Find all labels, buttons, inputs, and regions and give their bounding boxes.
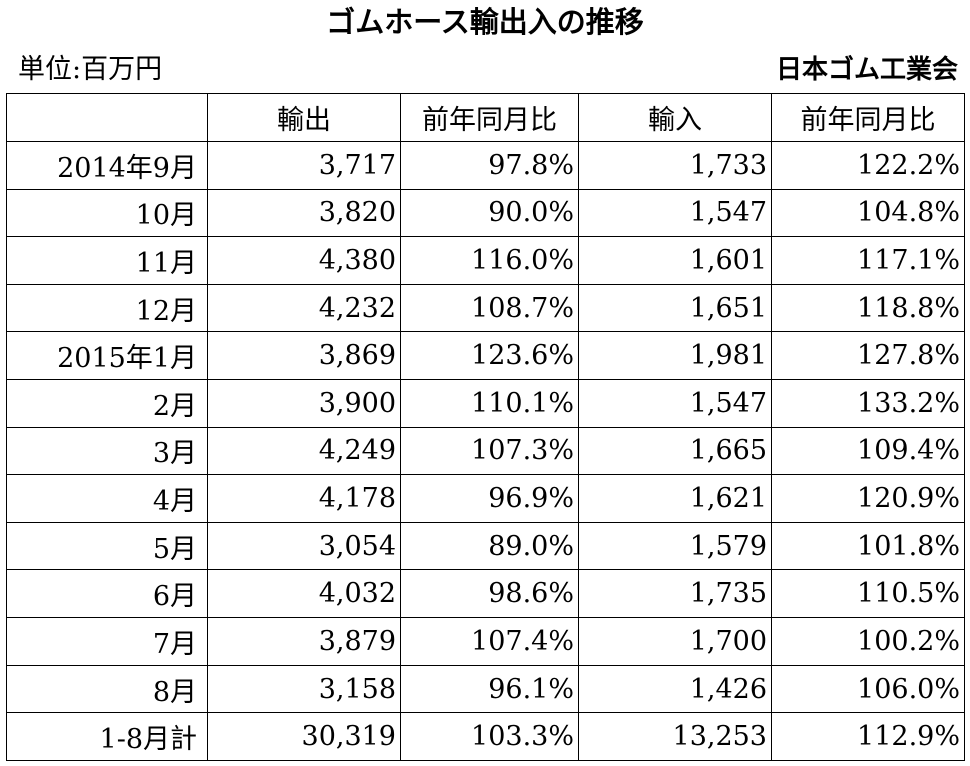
page-title: ゴムホース輸出入の推移 (326, 5, 644, 39)
cell-import-yoy: 120.9% (771, 474, 965, 523)
cell-period: 8月 (6, 664, 208, 714)
cell-export: 30,319 (207, 712, 401, 761)
cell-import-yoy: 127.8% (771, 331, 965, 381)
header-cell-import-yoy: 前年同月比 (771, 93, 965, 142)
cell-export-yoy: 108.7% (400, 283, 579, 333)
cell-export: 3,820 (207, 188, 401, 238)
table-row: 2014年9月 3,717 97.8% 1,733 122.2% (6, 141, 965, 190)
cell-import-yoy: 133.2% (771, 379, 965, 428)
cell-period: 5月 (6, 521, 208, 571)
cell-period: 3月 (6, 426, 208, 476)
cell-export-yoy: 90.0% (400, 188, 579, 238)
cell-export: 3,158 (207, 664, 401, 714)
cell-period: 2月 (6, 379, 208, 428)
table-row: 10月 3,820 90.0% 1,547 104.8% (6, 188, 965, 238)
cell-import: 1,665 (578, 426, 772, 476)
cell-export: 4,232 (207, 283, 401, 333)
header-cell-period (6, 93, 208, 142)
cell-import: 1,735 (578, 569, 772, 619)
table-row: 3月 4,249 107.3% 1,665 109.4% (6, 426, 965, 476)
cell-export-yoy: 103.3% (400, 712, 579, 761)
cell-export: 3,879 (207, 617, 401, 666)
table-row: 4月 4,178 96.9% 1,621 120.9% (6, 474, 965, 523)
cell-export: 3,717 (207, 141, 401, 190)
table-row: 5月 3,054 89.0% 1,579 101.8% (6, 521, 965, 571)
cell-import: 1,621 (578, 474, 772, 523)
cell-import-yoy: 118.8% (771, 283, 965, 333)
source-label: 日本ゴム工業会 (775, 55, 958, 85)
table-row: 7月 3,879 107.4% 1,700 100.2% (6, 617, 965, 666)
table-row: 2月 3,900 110.1% 1,547 133.2% (6, 379, 965, 428)
cell-import-yoy: 122.2% (771, 141, 965, 190)
cell-import: 1,547 (578, 188, 772, 238)
cell-import: 13,253 (578, 712, 772, 761)
cell-export-yoy: 97.8% (400, 141, 579, 190)
cell-export: 4,249 (207, 426, 401, 476)
table-body: 2014年9月 3,717 97.8% 1,733 122.2% 10月 3,820 90.0… (6, 141, 965, 761)
table-row: 6月 4,032 98.6% 1,735 110.5% (6, 569, 965, 619)
cell-period: 2014年9月 (6, 141, 208, 190)
cell-import: 1,601 (578, 236, 772, 285)
cell-export-yoy: 107.3% (400, 426, 579, 476)
cell-import-yoy: 100.2% (771, 617, 965, 666)
cell-import-yoy: 117.1% (771, 236, 965, 285)
cell-export: 3,054 (207, 521, 401, 571)
cell-period: 11月 (6, 236, 208, 285)
cell-export: 4,380 (207, 236, 401, 285)
cell-period: 1-8月計 (6, 712, 208, 761)
cell-export-yoy: 96.1% (400, 664, 579, 714)
table-row: 11月 4,380 116.0% 1,601 117.1% (6, 236, 965, 285)
table-row: 8月 3,158 96.1% 1,426 106.0% (6, 664, 965, 714)
cell-import-yoy: 101.8% (771, 521, 965, 571)
cell-export: 3,900 (207, 379, 401, 428)
cell-period: 4月 (6, 474, 208, 523)
cell-period: 10月 (6, 188, 208, 238)
cell-export: 3,869 (207, 331, 401, 381)
table-row: 2015年1月 3,869 123.6% 1,981 127.8% (6, 331, 965, 381)
header-row: 輸出 前年同月比 輸入 前年同月比 (6, 93, 965, 142)
cell-import: 1,981 (578, 331, 772, 381)
cell-import: 1,579 (578, 521, 772, 571)
cell-export-yoy: 89.0% (400, 521, 579, 571)
cell-period: 12月 (6, 283, 208, 333)
cell-import-yoy: 110.5% (771, 569, 965, 619)
data-table: 輸出 前年同月比 輸入 前年同月比 2014年9月 3,717 97.8% 1,733… (6, 93, 965, 761)
header-cell-import: 輸入 (578, 93, 772, 142)
cell-import-yoy: 104.8% (771, 188, 965, 238)
cell-import: 1,547 (578, 379, 772, 428)
cell-export-yoy: 116.0% (400, 236, 579, 285)
header-cell-export-yoy: 前年同月比 (400, 93, 579, 142)
table-row: 12月 4,232 108.7% 1,651 118.8% (6, 283, 965, 333)
cell-export-yoy: 123.6% (400, 331, 579, 381)
cell-period: 6月 (6, 569, 208, 619)
cell-export: 4,178 (207, 474, 401, 523)
cell-period: 2015年1月 (6, 331, 208, 381)
cell-export-yoy: 107.4% (400, 617, 579, 666)
cell-export-yoy: 98.6% (400, 569, 579, 619)
cell-export-yoy: 110.1% (400, 379, 579, 428)
cell-import: 1,426 (578, 664, 772, 714)
cell-import-yoy: 106.0% (771, 664, 965, 714)
header-cell-export: 輸出 (207, 93, 401, 142)
unit-label: 単位:百万円 (18, 54, 163, 85)
cell-import: 1,733 (578, 141, 772, 190)
cell-export: 4,032 (207, 569, 401, 619)
cell-import-yoy: 112.9% (771, 712, 965, 761)
cell-export-yoy: 96.9% (400, 474, 579, 523)
cell-period: 7月 (6, 617, 208, 666)
cell-import: 1,700 (578, 617, 772, 666)
table-row: 1-8月計 30,319 103.3% 13,253 112.9% (6, 712, 965, 761)
cell-import-yoy: 109.4% (771, 426, 965, 476)
cell-import: 1,651 (578, 283, 772, 333)
